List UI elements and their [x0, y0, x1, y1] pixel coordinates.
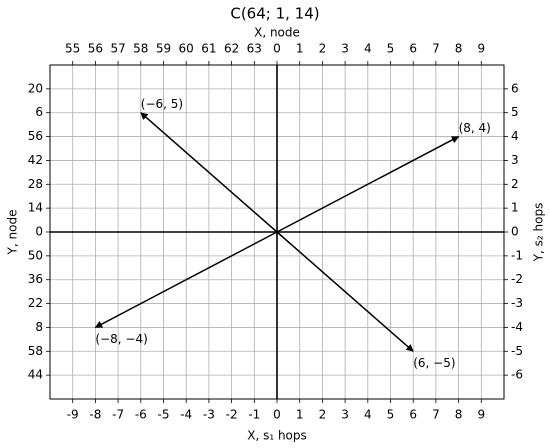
x-tick-label: -4 [180, 408, 192, 422]
y-tick-label: 20 [28, 81, 43, 95]
x2-tick-label: 58 [133, 42, 148, 56]
x2-tick-label: 2 [319, 42, 327, 56]
x-tick-label: 9 [477, 408, 485, 422]
y2-tick-label: -2 [511, 272, 523, 286]
x2-tick-label: 62 [224, 42, 239, 56]
x-tick-label: 4 [364, 408, 372, 422]
x2-tick-label: 0 [273, 42, 281, 56]
x-tick-label: -3 [203, 408, 215, 422]
x-tick-label: 2 [319, 408, 327, 422]
x2-tick-label: 9 [477, 42, 485, 56]
vector-arrow [94, 231, 278, 329]
y2-tick-label: -4 [511, 320, 523, 334]
x2-tick-label: 59 [156, 42, 171, 56]
x2-tick-label: 7 [432, 42, 440, 56]
x-tick-label: 1 [296, 408, 304, 422]
x2-axis-label: X, node [254, 26, 300, 40]
y2-tick-label: -5 [511, 344, 523, 358]
y-tick-label: 22 [28, 296, 43, 310]
x2-tick-label: 5 [387, 42, 395, 56]
x-tick-label: 6 [409, 408, 417, 422]
chart-title: C(64; 1, 14) [230, 5, 319, 23]
y-tick-label: 0 [35, 225, 43, 239]
vector-label: (8, 4) [459, 121, 491, 135]
x-tick-label: -8 [89, 408, 101, 422]
x2-tick-label: 60 [179, 42, 194, 56]
y2-tick-label: -1 [511, 248, 523, 262]
y-tick-label: 28 [28, 177, 43, 191]
y2-tick-label: -3 [511, 296, 523, 310]
vector-arrow [140, 112, 278, 233]
x-tick-label: 3 [341, 408, 349, 422]
y2-axis-label: Y, s₂ hops [532, 203, 546, 263]
y-tick-label: 8 [35, 320, 43, 334]
x2-tick-label: 57 [110, 42, 125, 56]
y-tick-label: 6 [35, 105, 43, 119]
x-tick-label: -2 [226, 408, 238, 422]
x2-tick-label: 56 [88, 42, 103, 56]
y2-tick-label: 0 [511, 225, 519, 239]
y-tick-label: 14 [28, 201, 43, 215]
x-tick-label: 8 [455, 408, 463, 422]
vector-label: (−8, −4) [95, 332, 147, 346]
x-tick-label: -9 [67, 408, 79, 422]
x2-tick-label: 4 [364, 42, 372, 56]
y2-tick-label: 2 [511, 177, 519, 191]
x-tick-label: 5 [387, 408, 395, 422]
x2-tick-label: 8 [455, 42, 463, 56]
y-tick-label: 36 [28, 272, 43, 286]
x-tick-label: -5 [158, 408, 170, 422]
y2-tick-label: 3 [511, 153, 519, 167]
y-axis-label: Y, node [6, 210, 20, 256]
y-tick-label: 42 [28, 153, 43, 167]
x-tick-label: -1 [248, 408, 260, 422]
vector-arrow [276, 135, 460, 233]
y2-tick-label: -6 [511, 368, 523, 382]
x2-tick-label: 55 [65, 42, 80, 56]
x-tick-label: -6 [135, 408, 147, 422]
x2-tick-label: 61 [201, 42, 216, 56]
y2-tick-label: 6 [511, 81, 519, 95]
y2-tick-label: 5 [511, 105, 519, 119]
x2-tick-label: 6 [409, 42, 417, 56]
x2-tick-label: 63 [247, 42, 262, 56]
x2-tick-label: 1 [296, 42, 304, 56]
vector-label: (−6, 5) [141, 97, 183, 111]
y-tick-label: 44 [28, 368, 43, 382]
x-tick-label: 7 [432, 408, 440, 422]
y-tick-label: 50 [28, 248, 43, 262]
x-axis-label: X, s₁ hops [247, 429, 307, 443]
vector-arrow [276, 231, 414, 352]
y-tick-label: 56 [28, 129, 43, 143]
y2-tick-label: 4 [511, 129, 519, 143]
vector-label: (6, −5) [413, 356, 455, 370]
x2-tick-label: 3 [341, 42, 349, 56]
y-tick-label: 58 [28, 344, 43, 358]
x-tick-label: -7 [112, 408, 124, 422]
y2-tick-label: 1 [511, 201, 519, 215]
x-tick-label: 0 [273, 408, 281, 422]
